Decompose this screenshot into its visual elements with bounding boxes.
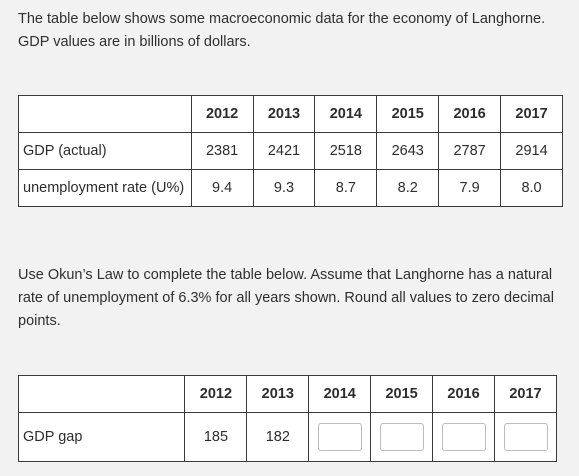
table-cell: 8.2 <box>376 169 440 207</box>
table-row-unemployment: unemployment rate (U%) 9.4 9.3 8.7 8.2 7… <box>18 169 563 207</box>
year-header: 2017 <box>494 375 557 413</box>
year-header: 2016 <box>438 95 502 133</box>
instructions-paragraph: Use Okun’s Law to complete the table bel… <box>18 264 554 333</box>
instructions-line-3: points. <box>18 313 61 329</box>
corner-cell <box>17 375 186 413</box>
table-header-row: 2012 2013 2014 2015 2016 2017 <box>18 95 563 133</box>
gdp-gap-input-2015[interactable] <box>379 423 424 451</box>
table-cell: 7.9 <box>438 169 502 207</box>
corner-cell <box>18 95 192 133</box>
year-header: 2015 <box>376 95 440 133</box>
table-cell: 9.4 <box>190 169 254 207</box>
table-cell: 9.3 <box>252 169 316 207</box>
table-header-row: 2012 2013 2014 2015 2016 2017 <box>17 375 557 413</box>
row-label: unemployment rate (U%) <box>18 169 192 207</box>
table-cell: 2518 <box>314 132 378 170</box>
gdp-gap-input-2016[interactable] <box>441 423 486 451</box>
input-cell <box>432 412 495 462</box>
intro-line-1: The table below shows some macroeconomic… <box>18 11 546 27</box>
table-row-gdp-actual: GDP (actual) 2381 2421 2518 2643 2787 29… <box>18 132 563 170</box>
year-header: 2015 <box>370 375 434 413</box>
year-header: 2014 <box>308 375 372 413</box>
row-label: GDP gap <box>17 412 186 462</box>
table-cell: 2787 <box>438 132 502 170</box>
input-cell <box>494 412 557 462</box>
input-cell <box>370 412 434 462</box>
gdp-gap-input-2017[interactable] <box>503 423 548 451</box>
gdp-gap-table: 2012 2013 2014 2015 2016 2017 GDP gap 18… <box>17 375 557 462</box>
table-cell: 182 <box>246 412 310 462</box>
instructions-line-2: rate of unemployment of 6.3% for all yea… <box>18 290 554 306</box>
intro-paragraph: The table below shows some macroeconomic… <box>18 8 545 54</box>
macro-data-table: 2012 2013 2014 2015 2016 2017 GDP (actua… <box>18 95 563 207</box>
intro-line-2: GDP values are in billions of dollars. <box>18 34 251 50</box>
table-cell: 2914 <box>500 132 563 170</box>
year-header: 2013 <box>246 375 310 413</box>
table-row-gdp-gap: GDP gap 185 182 <box>17 412 557 462</box>
row-label: GDP (actual) <box>18 132 192 170</box>
year-header: 2016 <box>432 375 495 413</box>
instructions-line-1: Use Okun’s Law to complete the table bel… <box>18 267 553 283</box>
table-cell: 2421 <box>252 132 316 170</box>
year-header: 2012 <box>184 375 248 413</box>
gdp-gap-input-2014[interactable] <box>317 423 362 451</box>
table-cell: 2643 <box>376 132 440 170</box>
year-header: 2013 <box>252 95 316 133</box>
table-cell: 8.0 <box>500 169 563 207</box>
year-header: 2014 <box>314 95 378 133</box>
table-cell: 185 <box>184 412 248 462</box>
table-cell: 2381 <box>190 132 254 170</box>
year-header: 2012 <box>190 95 254 133</box>
table-cell: 8.7 <box>314 169 378 207</box>
year-header: 2017 <box>500 95 563 133</box>
input-cell <box>308 412 372 462</box>
